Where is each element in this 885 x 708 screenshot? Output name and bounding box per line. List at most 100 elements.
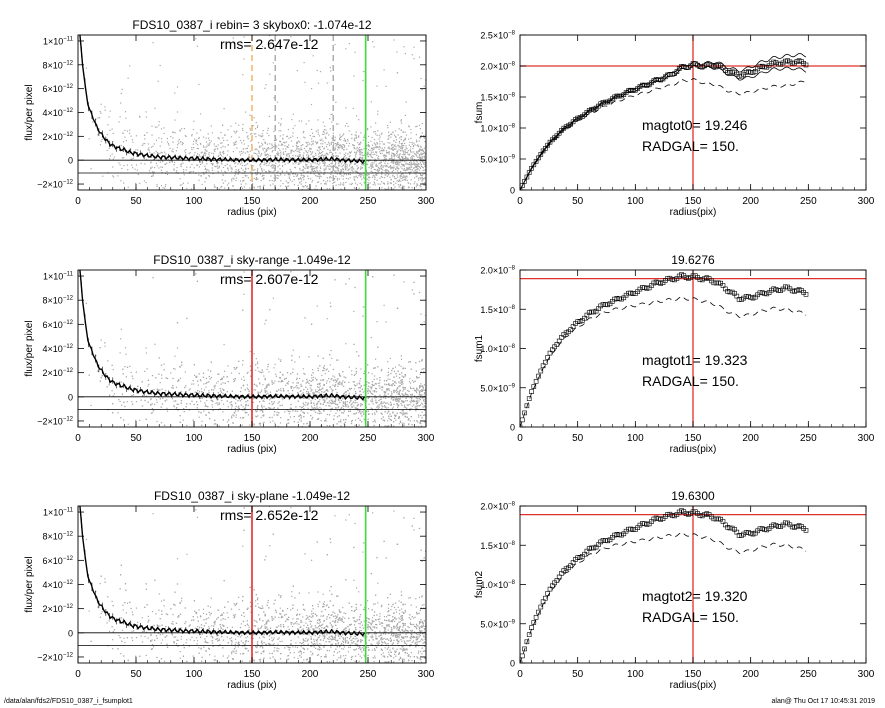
y-axis: −2×10−12 0 2×10−12 4×10−12 6×10−12 8×10−12 1×1…	[37, 36, 426, 190]
x-tick-label: 300	[858, 669, 875, 680]
y-tick-label: 2.5×10−8	[480, 31, 515, 41]
x-tick-label: 50	[130, 433, 142, 444]
rms-annotation: rms= 2.607e-12	[220, 271, 319, 287]
chart-title: 19.6276	[671, 253, 715, 267]
y-tick-label: 2.0×10−8	[480, 502, 515, 512]
x-tick-label: 150	[685, 433, 702, 444]
error-bars	[81, 517, 218, 636]
rms-annotation: rms= 2.652e-12	[220, 507, 319, 523]
chart-title: FDS10_0387_i rebin= 3 skybox0: -1.074e-1…	[132, 18, 371, 32]
y-tick-label: 6×10−12	[43, 556, 74, 566]
plot-area	[520, 35, 866, 190]
x-tick-label: 0	[75, 196, 81, 207]
y-axis-label: flux/per pixel	[24, 320, 35, 376]
x-tick-label: 150	[244, 196, 261, 207]
y-axis: −2×10−12 0 2×10−12 4×10−12 6×10−12 8×10−12 1×1…	[37, 508, 426, 662]
x-tick-label: 100	[627, 433, 644, 444]
y-tick-label: 2.0×10−8	[480, 266, 515, 276]
magnitude-annotation-2: RADGAL= 150.	[642, 138, 739, 154]
chart-title: FDS10_0387_i sky-plane -1.049e-12	[154, 489, 350, 503]
x-tick-label: 200	[742, 433, 759, 444]
x-tick-label: 50	[130, 669, 142, 680]
chart-panel-5: rms= 2.652e-12 0 50 100 150 200 250 300 radius (…	[24, 489, 435, 691]
x-tick-label: 100	[627, 196, 644, 207]
y-tick-label: 1×10−11	[43, 36, 74, 46]
y-tick-label: 1.0×10−8	[480, 124, 515, 134]
y-tick-label: 0	[68, 156, 73, 166]
y-tick-label: −2×10−12	[37, 416, 73, 426]
y-tick-label: 0	[510, 186, 515, 196]
x-tick-label: 200	[302, 196, 319, 207]
y-tick-label: 5.0×10−9	[480, 155, 515, 165]
magnitude-annotation-2: RADGAL= 150.	[642, 609, 739, 625]
magnitude-annotation-1: magtot0= 19.246	[642, 117, 748, 133]
footer-file-path: /data/alan/fds2/FDS10_0387_i_fsumplot1	[4, 698, 133, 705]
x-tick-label: 250	[360, 669, 377, 680]
y-axis-label: fsum	[474, 102, 485, 124]
x-tick-label: 300	[858, 196, 875, 207]
x-tick-label: 0	[517, 433, 523, 444]
plot-area	[520, 506, 866, 663]
x-tick-label: 50	[130, 196, 142, 207]
x-tick-label: 50	[572, 669, 584, 680]
chart-title: FDS10_0387_i sky-range -1.049e-12	[153, 253, 351, 267]
error-bars	[81, 46, 218, 163]
x-tick-label: 200	[302, 669, 319, 680]
x-tick-label: 150	[685, 196, 702, 207]
y-tick-label: 0	[68, 392, 73, 402]
y-tick-label: 1×10−11	[43, 508, 74, 518]
x-tick-label: 100	[186, 196, 203, 207]
x-axis: 0 50 100 150 200 250 300	[75, 270, 435, 444]
scatter-points	[85, 35, 426, 190]
chart-panel-4: magtot1= 19.323 RADGAL= 150. 0 50 100 150 200 2…	[474, 253, 875, 455]
x-tick-label: 250	[360, 433, 377, 444]
y-tick-label: 2×10−12	[43, 132, 74, 142]
x-tick-label: 300	[418, 433, 435, 444]
series-line-3	[520, 64, 807, 190]
magnitude-annotation-1: magtot1= 19.323	[642, 352, 748, 368]
series-line-2	[520, 53, 807, 190]
x-axis-label: radius (pix)	[227, 207, 276, 218]
x-tick-label: 300	[418, 196, 435, 207]
y-tick-label: 1.0×10−8	[480, 344, 515, 354]
y-tick-label: 6×10−12	[43, 320, 74, 330]
series-line-2	[520, 532, 807, 663]
plot-area	[78, 506, 426, 663]
y-tick-label: −2×10−12	[37, 652, 73, 662]
x-tick-label: 150	[244, 669, 261, 680]
scatter-points	[85, 270, 426, 427]
x-tick-label: 100	[186, 433, 203, 444]
x-tick-label: 0	[75, 433, 81, 444]
y-axis: 0 5.0×10−9 1.0×10−8 1.5×10−8 2.0×10−8 2.5×10−…	[480, 31, 866, 196]
x-tick-label: 0	[517, 669, 523, 680]
y-tick-label: 1.5×10−8	[480, 305, 515, 315]
x-tick-label: 250	[360, 196, 377, 207]
y-tick-label: 6×10−12	[43, 84, 74, 94]
plot-area	[520, 270, 866, 427]
x-tick-label: 50	[572, 433, 584, 444]
x-tick-label: 250	[800, 196, 817, 207]
x-axis-label: radius (pix)	[227, 680, 276, 691]
x-tick-label: 0	[517, 196, 523, 207]
rms-annotation: rms= 2.647e-12	[220, 36, 319, 52]
magnitude-annotation-1: magtot2= 19.320	[642, 588, 748, 604]
y-axis: 0 5.0×10−9 1.0×10−8 1.5×10−8 2.0×10−8	[480, 266, 866, 433]
y-tick-label: 1×10−11	[43, 272, 74, 282]
x-tick-label: 300	[858, 433, 875, 444]
x-tick-label: 50	[572, 196, 584, 207]
chart-panel-2: magtot0= 19.246 RADGAL= 150. 0 50 100 150 200 2…	[474, 31, 875, 219]
plot-area	[78, 270, 426, 427]
y-tick-label: 0	[510, 659, 515, 669]
y-tick-label: 0	[510, 423, 515, 433]
y-axis-label: fsum2	[474, 570, 485, 598]
x-tick-label: 0	[75, 669, 81, 680]
error-bars	[81, 281, 218, 400]
x-axis-label: radius(pix)	[670, 207, 717, 218]
x-tick-label: 250	[800, 669, 817, 680]
x-tick-label: 150	[685, 669, 702, 680]
y-tick-label: 4×10−12	[43, 580, 74, 590]
x-tick-label: 200	[302, 433, 319, 444]
x-tick-label: 300	[418, 669, 435, 680]
scatter-points	[85, 506, 426, 663]
